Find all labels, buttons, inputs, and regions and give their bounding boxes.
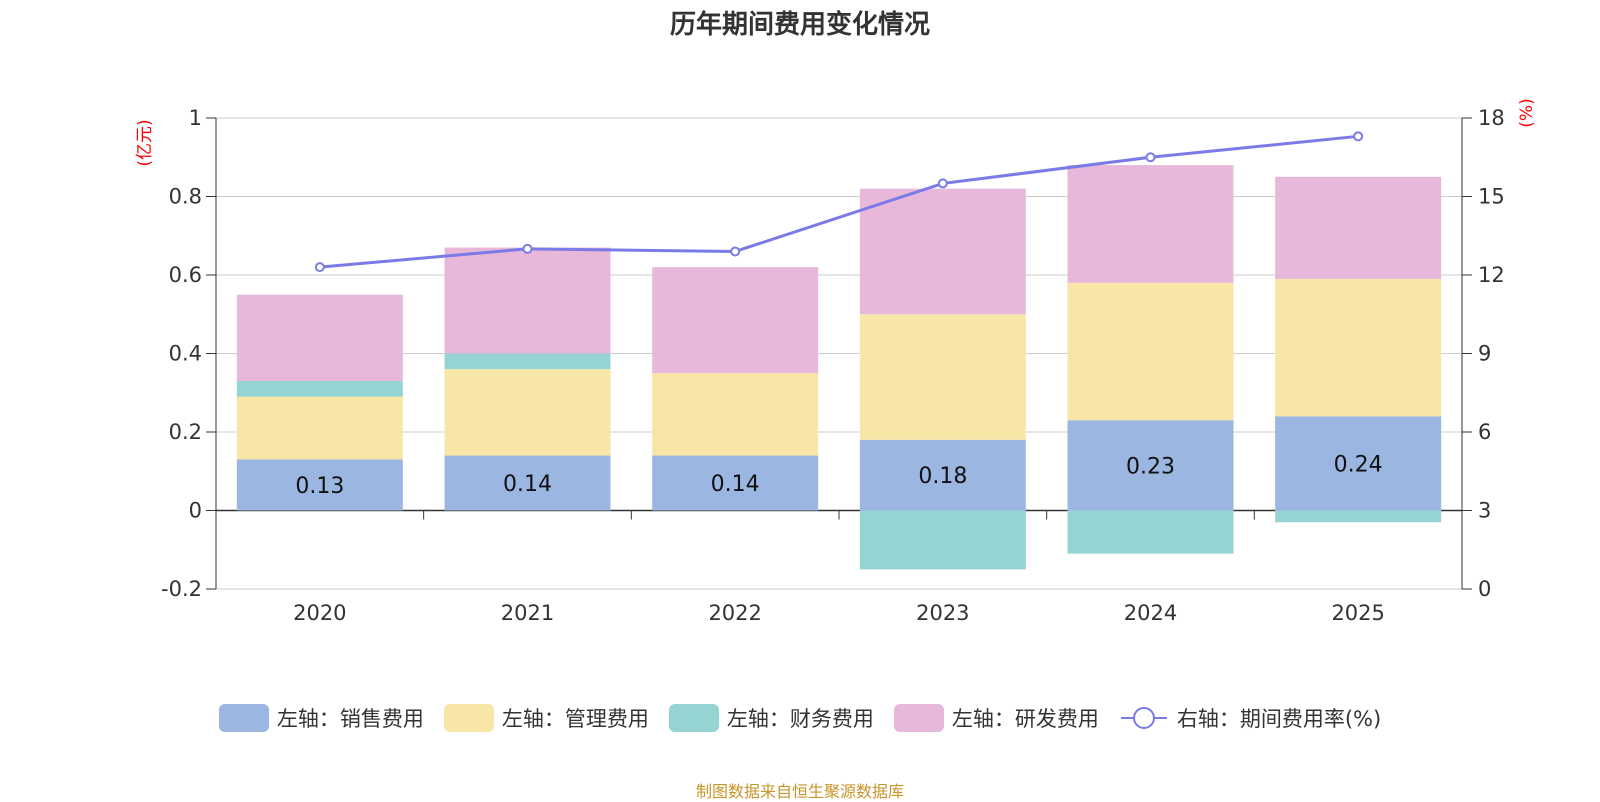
legend-swatch-admin [443,704,494,732]
rate-point [522,243,533,254]
right-axis-tick-label: 12 [1478,263,1505,287]
bar-admin-2021 [444,369,611,456]
bar-data-label: 0.14 [503,472,552,497]
bar-sales-2024 [1067,420,1234,511]
left-axis-tick-label: -0.2 [161,577,202,601]
legend-label-rd: 左轴：研发费用 [951,707,1099,731]
legend-item-rate[interactable]: 右轴：期间费用率(%) [1119,703,1381,733]
legend-item-finance[interactable]: 左轴：财务费用 [668,703,874,733]
right-axis-tick-label: 6 [1478,420,1491,444]
source-note: 制图数据来自恒生聚源数据库 [695,782,904,801]
bar-admin-2025 [1275,278,1442,417]
bar-admin-2020 [236,396,403,460]
right-axis-tick-label: 9 [1478,342,1491,366]
bar-rd-2023 [859,188,1026,315]
bar-rd-2025 [1275,176,1442,279]
legend-swatch-rate [1120,707,1167,729]
legend-swatch-finance [668,704,719,732]
rate-point [937,178,948,189]
left-axis-tick-label: 0.8 [169,185,202,209]
rate-point [1353,131,1364,142]
left-axis-tick-label: 1 [189,106,202,130]
rate-point [1145,152,1156,163]
left-axis-unit: (亿元) [135,119,155,166]
x-axis-tick-label: 2022 [708,601,761,625]
bar-admin-2023 [859,314,1026,440]
left-axis-tick-label: 0.2 [169,420,202,444]
bar-finance-2024 [1067,510,1234,554]
bar-data-label: 0.23 [1126,454,1175,479]
right-axis-tick-label: 0 [1478,577,1491,601]
bar-rd-2021 [444,247,611,354]
bar-rd-2022 [652,267,819,374]
bar-sales-2020 [236,459,403,511]
legend-item-sales[interactable]: 左轴：销售费用 [218,703,424,733]
bar-data-label: 0.18 [918,464,967,489]
legend-label-admin: 左轴：管理费用 [501,707,649,731]
bar-sales-2021 [444,455,611,511]
right-axis-tick-label: 3 [1478,499,1491,523]
legend: 左轴：销售费用 左轴：管理费用 左轴：财务费用 左轴：研发费用 右轴：期间费用率… [0,703,1600,733]
bar-rd-2020 [236,294,403,381]
bar-rd-2024 [1067,165,1234,283]
x-axis-tick-label: 2023 [916,601,969,625]
bar-data-label: 0.14 [711,472,760,497]
rate-point [730,246,741,257]
bar-finance-2025 [1275,510,1442,523]
bar-finance-2023 [859,510,1026,570]
right-axis-tick-label: 18 [1478,106,1505,130]
legend-item-admin[interactable]: 左轴：管理费用 [443,703,649,733]
legend-swatch-rd [893,704,944,732]
right-axis-unit: (%) [1517,98,1537,127]
legend-swatch-sales [218,704,269,732]
legend-label-sales: 左轴：销售费用 [276,707,424,731]
bar-data-label: 0.24 [1334,452,1383,477]
legend-label-rate: 右轴：期间费用率(%) [1176,707,1382,731]
right-axis-tick-label: 15 [1478,185,1505,209]
left-axis-tick-label: 0 [189,499,202,523]
left-axis-tick-label: 0.6 [169,263,202,287]
bar-admin-2022 [652,373,819,456]
bar-sales-2025 [1275,416,1442,511]
legend-label-finance: 左轴：财务费用 [726,707,874,731]
bar-data-label: 0.13 [295,474,344,499]
chart-area: -0.2 0 0.2 0.4 0.6 0.8 1 0 3 6 9 12 15 18 (亿元) (%) 0.13 2… [135,98,1537,625]
x-axis-tick-label: 2024 [1124,601,1177,625]
bar-finance-2021 [444,353,611,370]
rate-point [314,262,325,273]
bar-sales-2023 [859,439,1026,511]
chart-title: 历年期间费用变化情况 [669,10,930,40]
bar-admin-2024 [1067,282,1234,421]
x-axis-tick-label: 2021 [501,601,554,625]
rate-line [319,134,1359,269]
bar-finance-2020 [236,380,403,397]
x-axis-tick-label: 2020 [293,601,346,625]
bar-sales-2022 [652,455,819,511]
legend-item-rd[interactable]: 左轴：研发费用 [893,703,1099,733]
left-axis-tick-label: 0.4 [169,342,202,366]
x-axis-tick-label: 2025 [1331,601,1384,625]
